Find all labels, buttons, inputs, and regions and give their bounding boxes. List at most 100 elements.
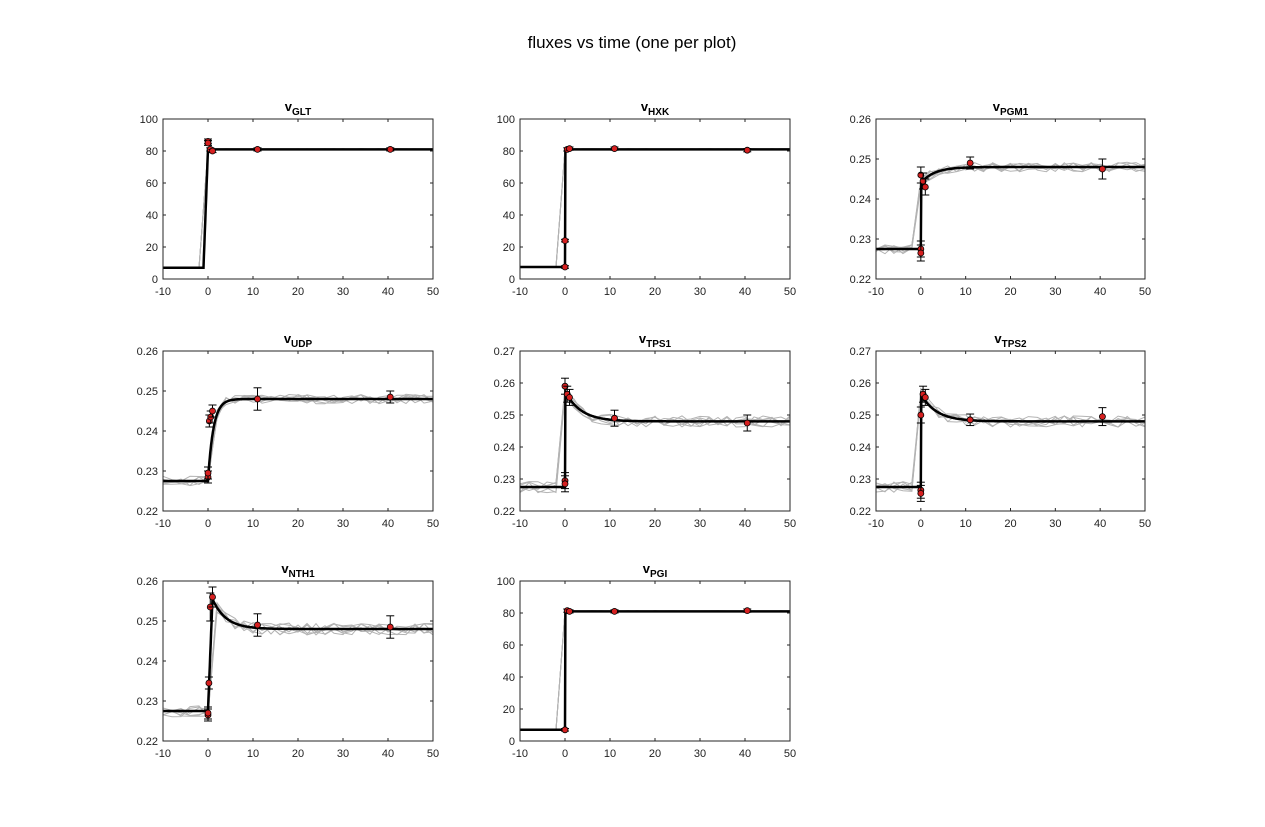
- subplot-title-sub: TPS1: [646, 339, 671, 350]
- subplot-tps2: -10 0 10 20 30 40 50 0.22 0.23 0.24 0.25 0.26 0.27 vT…: [850, 331, 1152, 530]
- y-tick-label: 60: [146, 178, 158, 190]
- data-point: [386, 145, 394, 153]
- subplot-title-main: v: [281, 561, 289, 576]
- plot-area: [520, 119, 790, 279]
- data-point: [1099, 413, 1106, 421]
- x-tick-label: 10: [247, 518, 259, 530]
- data-point: [921, 393, 929, 401]
- x-tick-label: 30: [694, 286, 706, 298]
- data-point: [917, 411, 925, 419]
- x-tick-label: 30: [337, 748, 349, 760]
- subplot-udp: -10 0 10 20 30 40 50 0.22 0.23 0.24 0.25 0.26 vUDP: [137, 331, 440, 530]
- y-tick-label: 0: [152, 274, 158, 286]
- subplot-title: vUDP: [284, 331, 313, 350]
- x-tick-label: 10: [960, 518, 972, 530]
- data-point: [743, 607, 751, 614]
- data-point: [204, 709, 212, 717]
- x-tick-label: 0: [205, 286, 211, 298]
- data-point: [611, 414, 618, 422]
- y-tick-label: 0.24: [850, 442, 871, 454]
- y-tick-label: 0.26: [850, 114, 871, 126]
- data-point: [204, 469, 212, 477]
- y-tick-label: 40: [146, 210, 158, 222]
- x-tick-label: 50: [784, 748, 796, 760]
- y-tick-label: 0.26: [494, 378, 515, 390]
- x-tick-label: 40: [1094, 286, 1106, 298]
- y-tick-label: 20: [146, 242, 158, 254]
- subplot-title-sub: UDP: [291, 339, 312, 350]
- subplot-title: vPGI: [643, 561, 668, 580]
- x-tick-label: 10: [247, 286, 259, 298]
- data-point: [254, 145, 261, 153]
- x-tick-label: 50: [427, 286, 439, 298]
- x-tick-label: 30: [1049, 518, 1061, 530]
- x-tick-label: 30: [1049, 286, 1061, 298]
- y-tick-label: 0.23: [850, 474, 871, 486]
- x-tick-label: 0: [918, 286, 924, 298]
- data-point: [566, 393, 573, 401]
- y-tick-label: 0.22: [850, 506, 871, 518]
- subplot-title: vTPS1: [639, 331, 672, 350]
- x-tick-label: -10: [512, 286, 528, 298]
- x-tick-label: 20: [649, 286, 661, 298]
- x-tick-label: 30: [694, 518, 706, 530]
- subplot-title-sub: TPS2: [1002, 339, 1027, 350]
- y-tick-label: 20: [503, 704, 515, 716]
- subplot-title-main: v: [643, 561, 651, 576]
- x-tick-label: -10: [868, 286, 884, 298]
- subplot-title-main: v: [993, 99, 1001, 114]
- plot-content: [163, 586, 433, 722]
- subplot-title-main: v: [994, 331, 1002, 346]
- x-tick-label: 30: [694, 748, 706, 760]
- x-tick-label: -10: [512, 748, 528, 760]
- data-point: [205, 679, 213, 687]
- data-point: [209, 593, 216, 601]
- x-tick-label: 20: [649, 748, 661, 760]
- x-tick-label: 40: [382, 286, 394, 298]
- y-tick-label: 100: [497, 114, 515, 126]
- y-tick-label: 0.27: [850, 346, 871, 358]
- subplot-title-main: v: [284, 331, 292, 346]
- subplot-title: vPGM1: [993, 99, 1029, 118]
- subplot-title-sub: GLT: [292, 107, 311, 118]
- figure-title: fluxes vs time (one per plot): [528, 33, 737, 52]
- data-point: [561, 263, 569, 271]
- x-tick-label: 40: [739, 748, 751, 760]
- y-tick-label: 60: [503, 178, 515, 190]
- data-point: [204, 139, 212, 147]
- data-point: [209, 407, 216, 415]
- data-point: [209, 147, 216, 155]
- y-tick-label: 0.22: [137, 736, 158, 748]
- x-tick-label: 0: [205, 748, 211, 760]
- x-tick-label: 10: [604, 748, 616, 760]
- plot-area: [876, 119, 1145, 279]
- y-tick-label: 0.25: [850, 410, 871, 422]
- x-tick-label: 40: [1094, 518, 1106, 530]
- y-tick-label: 40: [503, 672, 515, 684]
- y-tick-label: 100: [140, 114, 158, 126]
- y-tick-label: 0.22: [137, 506, 158, 518]
- y-tick-label: 0.25: [850, 154, 871, 166]
- x-tick-label: 20: [292, 748, 304, 760]
- data-point: [254, 621, 261, 629]
- plot-content: [163, 137, 433, 270]
- x-tick-label: 50: [427, 748, 439, 760]
- y-tick-label: 0.26: [137, 346, 158, 358]
- x-tick-label: -10: [155, 748, 171, 760]
- y-tick-label: 0.23: [494, 474, 515, 486]
- subplot-title-sub: PGI: [650, 569, 667, 580]
- plot-content: [876, 385, 1145, 502]
- y-tick-label: 0.23: [137, 696, 158, 708]
- plot-content: [876, 156, 1145, 262]
- subplot-title: vHXK: [641, 99, 670, 118]
- data-point: [921, 183, 929, 191]
- x-tick-label: 40: [739, 518, 751, 530]
- data-point: [561, 237, 569, 245]
- y-tick-label: 0.26: [850, 378, 871, 390]
- y-tick-label: 0.24: [494, 442, 515, 454]
- data-point: [611, 145, 618, 153]
- data-point: [1099, 165, 1106, 173]
